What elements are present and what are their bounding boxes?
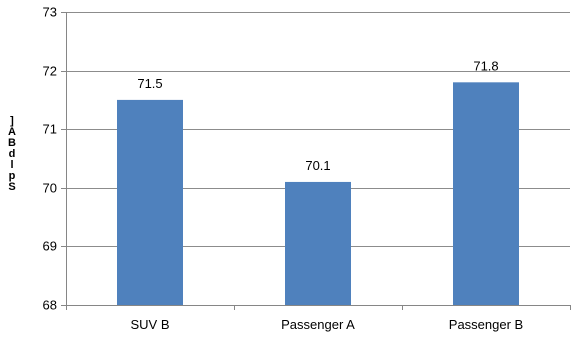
data-label: 71.8 [473,58,498,73]
y-axis-label-char: l [10,159,13,171]
data-label: 70.1 [305,158,330,173]
y-tick-label: 70 [43,181,57,196]
data-labels: 71.5 70.1 71.8 [137,58,498,173]
y-axis-label-char: p [9,170,16,182]
y-tick-label: 71 [43,122,57,137]
y-axis-label-char: d [9,148,16,160]
y-axis-label-char: S [8,181,15,193]
x-tick-label: Passenger A [281,317,355,332]
x-tick-label: SUV B [130,317,169,332]
y-axis-label-char: A [8,126,16,138]
bar [117,99,183,306]
data-label: 71.5 [137,76,162,91]
y-tick-label: 68 [43,298,57,313]
y-tick-label: 72 [43,64,57,79]
y-tick-label: 69 [43,239,57,254]
bars [117,82,519,306]
y-axis-label-char: B [8,137,16,149]
y-tick-labels: 68 69 70 71 72 73 [43,5,57,313]
y-tick-label: 73 [43,5,57,20]
bar [453,82,519,305]
x-tick-label: Passenger B [449,317,523,332]
x-tick-labels: SUV B Passenger A Passenger B [130,317,523,332]
axes [61,12,571,310]
y-axis-label-char: ] [10,115,14,127]
bar [285,181,351,305]
